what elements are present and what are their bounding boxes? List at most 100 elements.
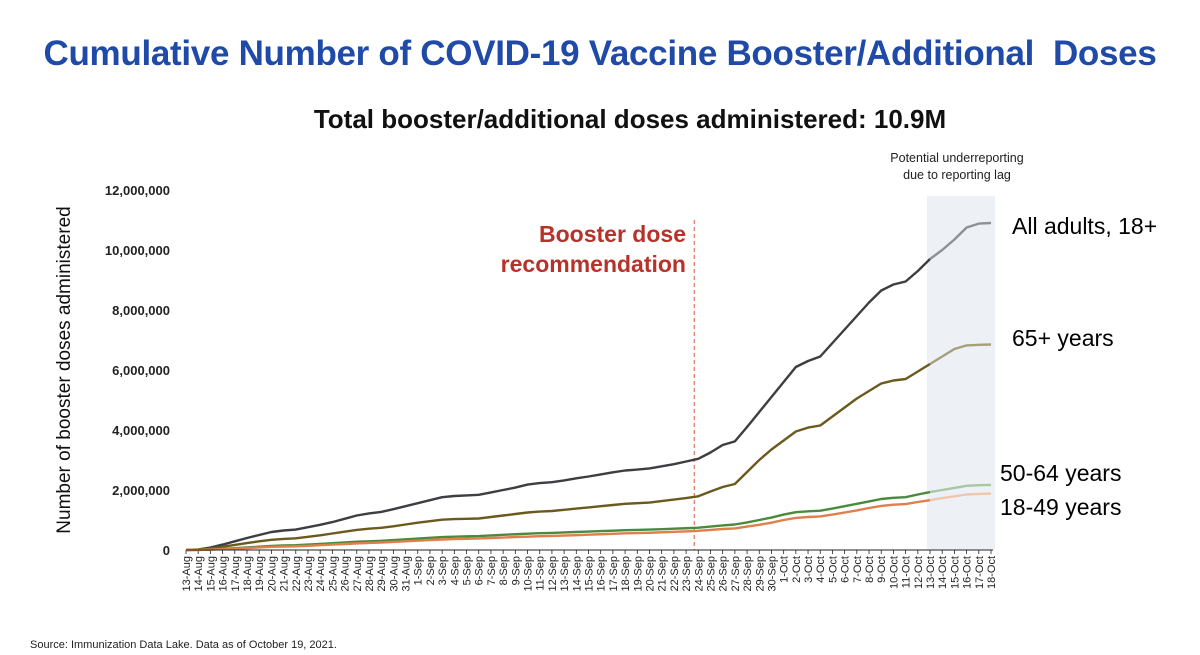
x-tick-label: 5-Sep bbox=[462, 556, 474, 585]
x-tick-label: 22-Aug bbox=[291, 556, 303, 591]
series-label-50-64-years: 50-64 years bbox=[1000, 460, 1121, 486]
series-line-lag-all-adults-18 bbox=[929, 221, 992, 260]
x-tick-label: 17-Aug bbox=[230, 556, 242, 591]
x-tick-label: 13-Oct bbox=[925, 556, 937, 589]
x-tick-label: 16-Oct bbox=[962, 556, 974, 589]
x-tick-label: 16-Aug bbox=[218, 556, 230, 591]
y-axis-label: Number of booster doses administered bbox=[54, 206, 75, 533]
x-tick-label: 8-Oct bbox=[864, 556, 876, 583]
x-tick-label: 17-Sep bbox=[608, 556, 620, 591]
y-tick-label: 0 bbox=[163, 543, 170, 558]
x-tick-label: 11-Oct bbox=[901, 556, 913, 588]
x-tick-label: 12-Sep bbox=[547, 556, 559, 591]
x-tick-label: 13-Aug bbox=[181, 556, 193, 591]
x-tick-label: 24-Aug bbox=[315, 556, 327, 591]
reporting-lag-region bbox=[927, 196, 995, 550]
x-tick-label: 21-Sep bbox=[657, 556, 669, 591]
x-tick-label: 2-Sep bbox=[425, 556, 437, 585]
series-line-50-64-years bbox=[185, 490, 931, 552]
x-tick-label: 16-Sep bbox=[596, 556, 608, 591]
series-label-18-49-years: 18-49 years bbox=[1000, 494, 1121, 520]
x-tick-label: 19-Sep bbox=[632, 556, 644, 591]
lag-note-line-1: Potential underreporting bbox=[890, 151, 1023, 165]
series-line-lag-18-49-years bbox=[929, 492, 992, 502]
y-axis-ticks: 0 2,000,000 4,000,000 6,000,000 8,000,000 10,… bbox=[105, 183, 170, 558]
x-axis-ticks: 13-Aug 14-Aug 15-Aug 16-Aug 17-Aug 18-Aug 19-A… bbox=[181, 550, 998, 591]
x-tick-label: 14-Oct bbox=[937, 556, 949, 589]
x-tick-label: 24-Sep bbox=[693, 556, 705, 591]
x-tick-label: 12-Oct bbox=[913, 556, 925, 589]
series-line-lag-50-64-years bbox=[929, 483, 992, 494]
x-tick-label: 25-Sep bbox=[705, 556, 717, 591]
y-tick-label: 12,000,000 bbox=[105, 183, 170, 198]
series-label-all-adults-18: All adults, 18+ bbox=[1012, 213, 1157, 239]
x-tick-label: 18-Sep bbox=[620, 556, 632, 591]
booster-annotation-line-1: Booster dose bbox=[539, 221, 686, 247]
x-tick-label: 29-Aug bbox=[376, 556, 388, 591]
x-tick-label: 4-Sep bbox=[449, 556, 461, 585]
y-tick-label: 10,000,000 bbox=[105, 243, 170, 258]
y-tick-label: 4,000,000 bbox=[112, 423, 170, 438]
x-tick-label: 29-Sep bbox=[754, 556, 766, 591]
x-tick-label: 9-Oct bbox=[876, 556, 888, 583]
x-tick-label: 18-Aug bbox=[242, 556, 254, 591]
x-tick-label: 26-Aug bbox=[340, 556, 352, 591]
booster-annotation-line-2: recommendation bbox=[501, 251, 686, 277]
x-tick-label: 15-Aug bbox=[205, 556, 217, 591]
x-tick-label: 23-Aug bbox=[303, 556, 315, 591]
x-tick-label: 30-Aug bbox=[388, 556, 400, 591]
x-tick-label: 26-Sep bbox=[718, 556, 730, 591]
x-tick-label: 4-Oct bbox=[815, 556, 827, 583]
chart-title: Cumulative Number of COVID-19 Vaccine Bo… bbox=[43, 34, 1157, 73]
lag-note-line-2: due to reporting lag bbox=[903, 168, 1011, 182]
x-tick-label: 20-Sep bbox=[644, 556, 656, 591]
x-tick-label: 1-Sep bbox=[413, 556, 425, 585]
x-tick-label: 15-Sep bbox=[584, 556, 596, 591]
x-tick-label: 10-Sep bbox=[523, 556, 535, 591]
series-line-65-years bbox=[185, 362, 931, 552]
x-tick-label: 22-Sep bbox=[669, 556, 681, 591]
series-lines bbox=[185, 221, 992, 552]
y-tick-label: 2,000,000 bbox=[112, 483, 170, 498]
x-tick-label: 8-Sep bbox=[498, 556, 510, 585]
x-tick-label: 20-Aug bbox=[266, 556, 278, 591]
x-tick-label: 7-Oct bbox=[852, 556, 864, 583]
chart-subtitle: Total booster/additional doses administe… bbox=[313, 104, 947, 134]
x-tick-label: 15-Oct bbox=[949, 556, 961, 589]
source-note: Source: Immunization Data Lake. Data as … bbox=[30, 639, 337, 651]
x-tick-label: 19-Aug bbox=[254, 556, 266, 591]
x-tick-label: 27-Sep bbox=[730, 556, 742, 591]
series-line-all-adults-18 bbox=[185, 258, 931, 552]
series-line-lag-65-years bbox=[929, 343, 992, 366]
x-tick-label: 18-Oct bbox=[986, 556, 998, 589]
x-tick-label: 17-Oct bbox=[974, 556, 986, 589]
x-tick-label: 3-Sep bbox=[437, 556, 449, 585]
x-tick-label: 21-Aug bbox=[279, 556, 291, 591]
x-tick-label: 28-Sep bbox=[742, 556, 754, 591]
x-tick-label: 27-Aug bbox=[352, 556, 364, 591]
x-tick-label: 28-Aug bbox=[364, 556, 376, 591]
x-tick-label: 5-Oct bbox=[827, 556, 839, 583]
x-tick-label: 2-Oct bbox=[791, 556, 803, 583]
series-labels: All adults, 18+ 65+ years 50-64 years 18-49… bbox=[1000, 213, 1157, 520]
y-tick-label: 6,000,000 bbox=[112, 363, 170, 378]
x-tick-label: 3-Oct bbox=[803, 556, 815, 583]
x-tick-label: 6-Sep bbox=[474, 556, 486, 585]
x-tick-label: 14-Sep bbox=[571, 556, 583, 591]
series-line-18-49-years bbox=[185, 499, 931, 552]
x-tick-label: 10-Oct bbox=[888, 556, 900, 589]
series-label-65-years: 65+ years bbox=[1012, 325, 1114, 351]
x-tick-label: 14-Aug bbox=[193, 556, 205, 591]
x-tick-label: 13-Sep bbox=[559, 556, 571, 591]
x-tick-label: 23-Sep bbox=[681, 556, 693, 591]
x-tick-label: 31-Aug bbox=[401, 556, 413, 591]
x-tick-label: 6-Oct bbox=[840, 556, 852, 583]
x-tick-label: 7-Sep bbox=[486, 556, 498, 585]
x-tick-label: 1-Oct bbox=[779, 556, 791, 583]
x-tick-label: 11-Sep bbox=[535, 556, 547, 591]
x-tick-label: 30-Sep bbox=[766, 556, 778, 591]
x-tick-label: 25-Aug bbox=[327, 556, 339, 591]
x-tick-label: 9-Sep bbox=[510, 556, 522, 585]
y-tick-label: 8,000,000 bbox=[112, 303, 170, 318]
